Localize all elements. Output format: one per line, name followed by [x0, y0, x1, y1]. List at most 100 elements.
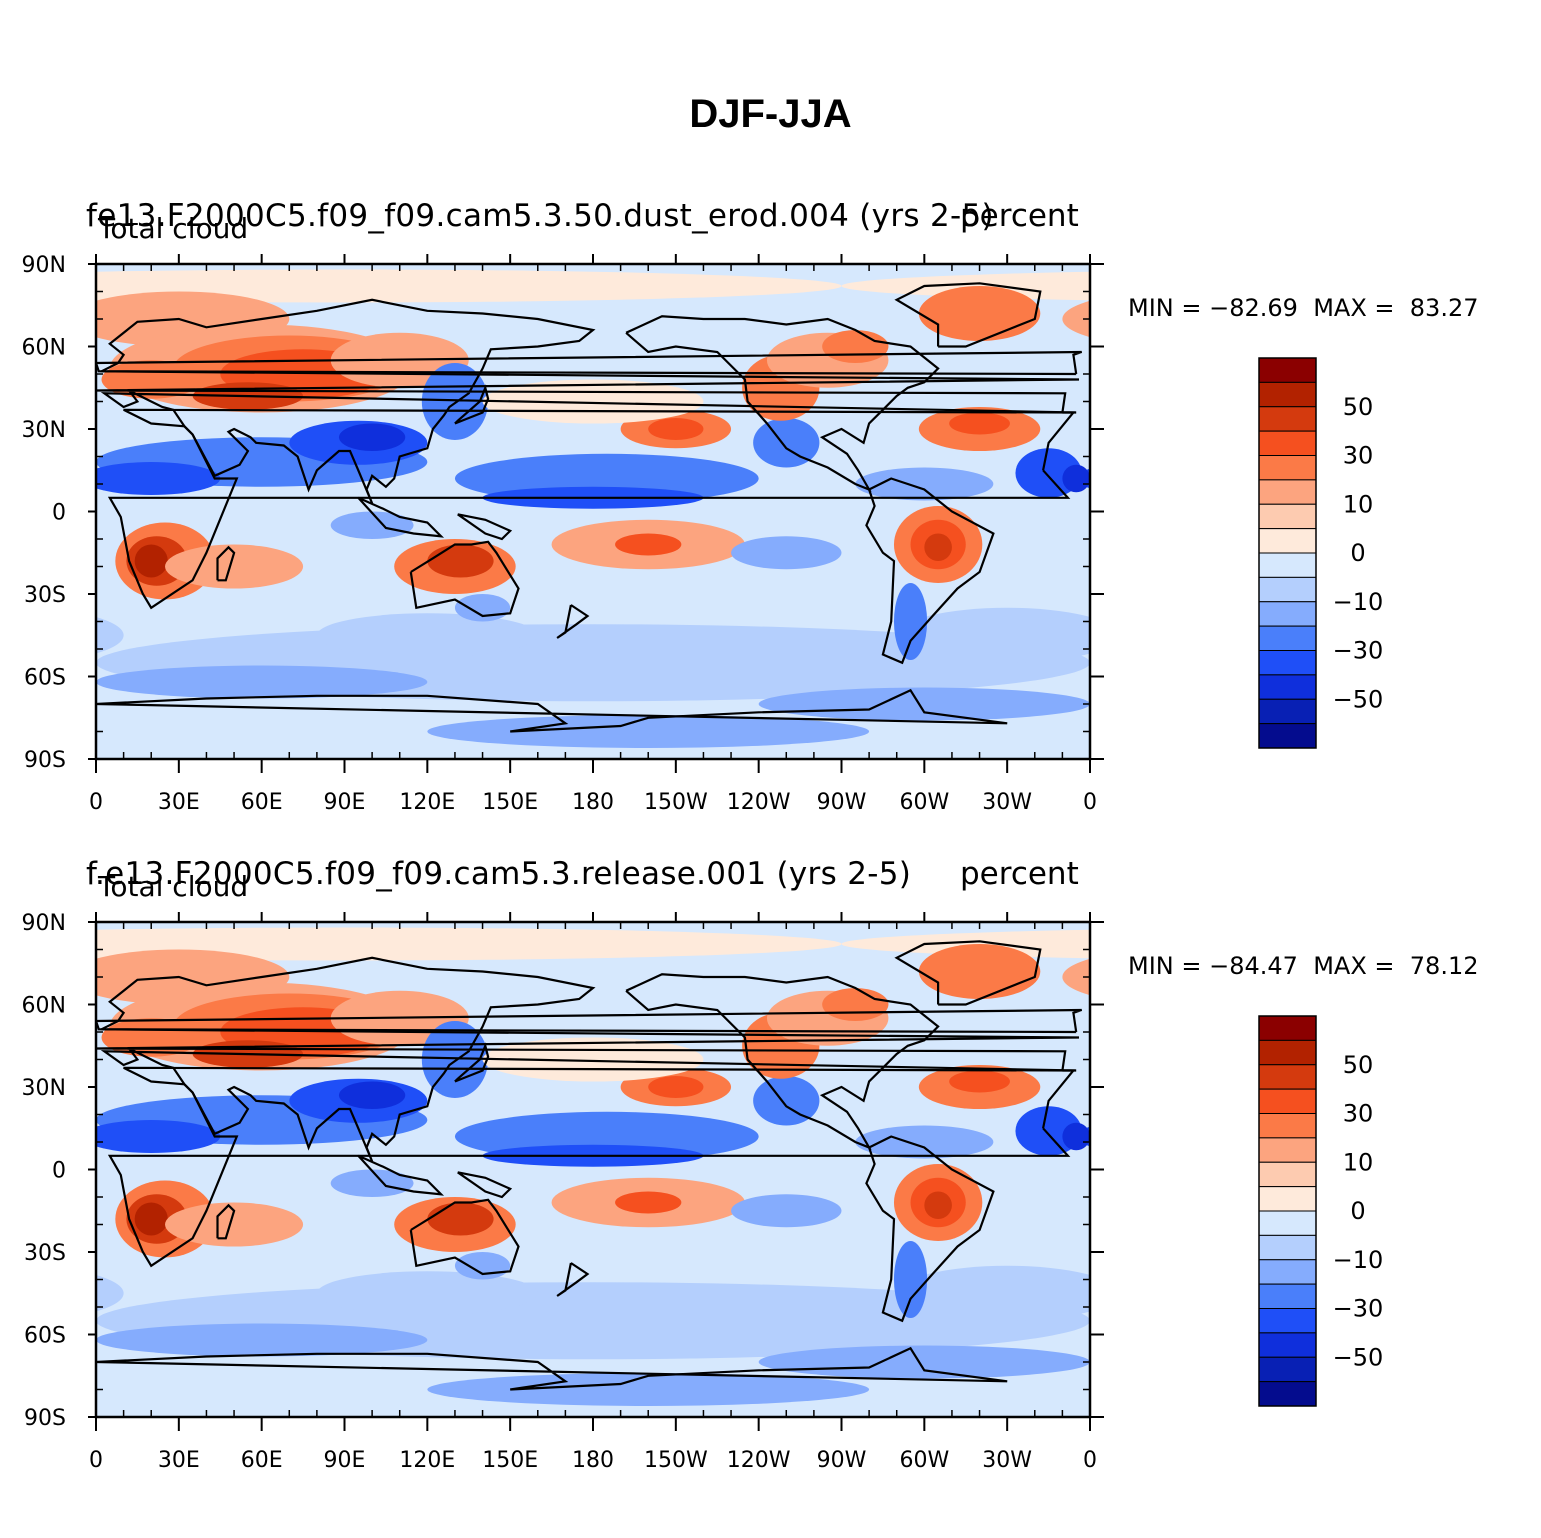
- anomaly-contour: [454, 594, 511, 622]
- colorbar-swatch: [1258, 381, 1317, 408]
- coastline: [457, 1171, 513, 1199]
- anomaly-contour: [896, 607, 1090, 663]
- colorbar-swatch: [1258, 430, 1317, 456]
- lat-tick-label: 90N: [22, 911, 66, 936]
- coastline: [556, 604, 590, 639]
- lon-tick-label: 30E: [158, 790, 200, 815]
- anomaly-contour: [330, 1169, 414, 1197]
- figure-title: DJF-JJA: [689, 92, 852, 136]
- coastline: [556, 1262, 590, 1297]
- colorbar-swatch: [1258, 552, 1317, 578]
- colorbar-swatch: [1258, 479, 1317, 505]
- anomaly-contour: [615, 1191, 682, 1214]
- anomaly-contour: [1076, 1126, 1090, 1147]
- lon-tick-label: 90W: [817, 790, 867, 815]
- anomaly-contour: [924, 1191, 952, 1219]
- case-title: f.e13.F2000C5.f09_f09.cam5.3.release.001…: [86, 856, 912, 892]
- anomaly-contour: [96, 665, 428, 699]
- colorbar-swatch: [1258, 1234, 1317, 1261]
- map-panel-2: 90N 60N 30N 0 30S 60S 90S 0 30E 60E 90E 120E 150E 180…: [0, 848, 1541, 1508]
- lon-tick-label: 60E: [241, 1448, 283, 1473]
- colorbar-swatch: [1258, 1039, 1317, 1066]
- lat-tick-label: 0: [52, 1159, 66, 1184]
- colorbar-swatch: [1258, 601, 1317, 627]
- lon-tick-label: 180: [572, 790, 614, 815]
- units-label: percent: [960, 856, 1079, 892]
- coastline: [894, 940, 1042, 1006]
- colorbar-swatch: [1258, 528, 1317, 554]
- colorbar-swatch: [1258, 455, 1317, 481]
- lon-tick-label: 150W: [644, 1448, 708, 1473]
- colorbar-label: −50: [1333, 1343, 1384, 1371]
- anomaly-contour: [96, 462, 221, 495]
- anomaly-contour: [949, 1070, 1010, 1093]
- anomaly-contour: [924, 533, 952, 561]
- lat-tick-label: 0: [52, 501, 66, 526]
- coastline: [96, 350, 1083, 376]
- coastline: [96, 1008, 1083, 1034]
- anomaly-contour: [427, 544, 494, 578]
- lon-tick-label: 120W: [727, 1448, 791, 1473]
- anomaly-contour: [918, 286, 1041, 341]
- coastline: [625, 315, 940, 492]
- anomaly-contour: [165, 1202, 304, 1247]
- colorbar-swatch: [1258, 576, 1317, 603]
- coastline: [96, 688, 1008, 733]
- anomaly-contour: [134, 1202, 168, 1236]
- anomaly-contour: [855, 467, 994, 501]
- lon-tick-label: 0: [89, 1448, 103, 1473]
- anomaly-contour: [482, 1037, 704, 1082]
- anomaly-contour: [841, 271, 1090, 301]
- coastlines: [96, 940, 1083, 1391]
- colorbar-swatch: [1258, 1137, 1317, 1163]
- anomaly-contour: [855, 1125, 994, 1159]
- variable-label: Total cloud: [98, 212, 249, 245]
- colorbar-label: 30: [1343, 442, 1374, 470]
- anomaly-contour: [316, 613, 538, 658]
- anomaly-contour: [1062, 1122, 1090, 1151]
- anomaly-contour: [165, 544, 304, 589]
- anomaly-contour: [758, 687, 1090, 721]
- colorbar-swatch: [1258, 406, 1317, 432]
- anomaly-contour: [0, 688, 96, 721]
- anomaly-contour: [134, 544, 168, 578]
- colorbar-swatch: [1258, 1308, 1317, 1334]
- colorbar-swatch: [1258, 698, 1317, 725]
- coastline: [409, 1198, 520, 1276]
- lat-tick-label: 60N: [22, 336, 66, 361]
- min-value: −84.47: [1209, 952, 1298, 980]
- anomaly-contour: [96, 1275, 124, 1312]
- colorbar-swatch: [1258, 1259, 1317, 1285]
- colorbar-swatch: [1258, 1356, 1317, 1383]
- colorbar-swatch: [1258, 1186, 1317, 1212]
- colorbar-swatch: [1258, 1064, 1317, 1090]
- anomaly-contour: [918, 944, 1041, 999]
- coastlines: [96, 282, 1083, 733]
- anomaly-contour: [96, 617, 124, 654]
- lon-tick-label: 0: [1083, 790, 1097, 815]
- lon-tick-label: 0: [1083, 1448, 1097, 1473]
- colorbar-label: 30: [1343, 1100, 1374, 1128]
- lon-tick-label: 150W: [644, 790, 708, 815]
- max-label: MAX =: [1313, 294, 1403, 322]
- lon-tick-label: 180: [572, 1448, 614, 1473]
- anomaly-contour: [949, 412, 1010, 435]
- coastline: [107, 1066, 1076, 1268]
- lon-tick-label: 120W: [727, 790, 791, 815]
- anomaly-contour: [731, 536, 842, 570]
- anomaly-contour: [615, 533, 682, 556]
- anomaly-contour: [841, 929, 1090, 959]
- colorbar-swatch: [1258, 1088, 1317, 1114]
- lon-tick-label: 30W: [982, 1448, 1032, 1473]
- colorbar-swatch: [1258, 723, 1317, 749]
- lon-tick-label: 90W: [817, 1448, 867, 1473]
- colorbar-swatch: [1258, 1210, 1317, 1236]
- anomaly-contour: [338, 1081, 406, 1109]
- colorbar-label: −30: [1333, 1295, 1384, 1323]
- anomaly-contour: [758, 1345, 1090, 1379]
- anomaly-contour: [753, 418, 820, 468]
- anomaly-contour: [893, 583, 928, 660]
- anomaly-contour: [96, 1323, 428, 1357]
- colorbar-label: 0: [1350, 539, 1365, 567]
- coastline: [107, 408, 1076, 610]
